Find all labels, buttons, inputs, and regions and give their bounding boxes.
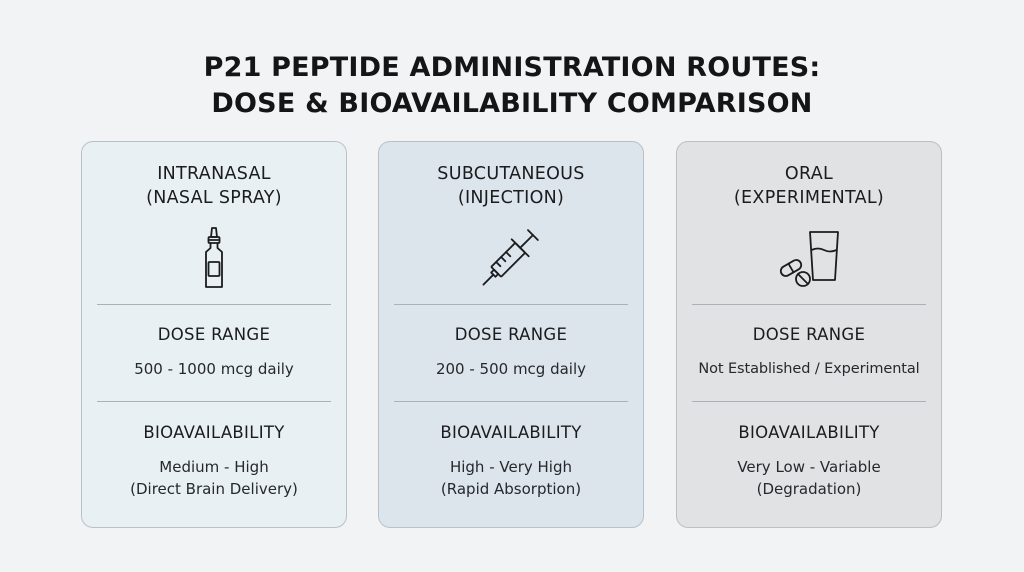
dose-range-label: DOSE RANGE <box>157 325 271 344</box>
dose-range-value: Not Established / Experimental <box>698 361 920 377</box>
divider <box>97 401 331 402</box>
bioavailability-value-line-1: Very Low - Variable <box>737 458 881 476</box>
divider <box>692 304 926 305</box>
bioavailability-value-line-2: (Rapid Absorption) <box>440 480 582 498</box>
bioavailability-value-line-1: High - Very High <box>449 458 573 476</box>
bioavailability-label: BIOAVAILABILITY <box>440 423 582 442</box>
title-line-2: DOSE & BIOAVAILABILITY COMPARISON <box>211 88 813 119</box>
page-title: P21 PEPTIDE ADMINISTRATION ROUTES: DOSE … <box>0 50 1024 122</box>
nasal-spray-icon <box>169 222 259 292</box>
route-name-line-2: (NASAL SPRAY) <box>146 188 282 208</box>
route-name: INTRANASAL (NASAL SPRAY) <box>82 162 346 210</box>
bioavailability-value: Medium - High (Direct Brain Delivery) <box>82 456 346 500</box>
bioavailability-value-line-1: Medium - High <box>159 458 269 476</box>
dose-range-label: DOSE RANGE <box>752 325 866 344</box>
divider <box>394 304 628 305</box>
dose-range-value: 200 - 500 mcg daily <box>435 360 587 378</box>
dose-range-value: 500 - 1000 mcg daily <box>134 360 294 378</box>
route-card-oral: ORAL (EXPERIMENTAL) DOSE RANGE Not Estab… <box>676 141 942 528</box>
divider <box>394 401 628 402</box>
bioavailability-value-line-2: (Direct Brain Delivery) <box>130 480 298 498</box>
bioavailability-value: Very Low - Variable (Degradation) <box>677 456 941 500</box>
route-card-intranasal: INTRANASAL (NASAL SPRAY) DOSE RANGE 500 … <box>81 141 347 528</box>
route-name-line-2: (EXPERIMENTAL) <box>733 188 885 208</box>
route-name-line-1: INTRANASAL <box>157 164 271 184</box>
route-card-subcutaneous: SUBCUTANEOUS (INJECTION) DOSE RANGE 200 … <box>378 141 644 528</box>
dose-range-label: DOSE RANGE <box>454 325 568 344</box>
route-name: SUBCUTANEOUS (INJECTION) <box>379 162 643 210</box>
route-name-line-1: ORAL <box>784 164 834 184</box>
bioavailability-label: BIOAVAILABILITY <box>738 423 880 442</box>
title-line-1: P21 PEPTIDE ADMINISTRATION ROUTES: <box>203 52 821 83</box>
bioavailability-value-line-2: (Degradation) <box>756 480 862 498</box>
route-name: ORAL (EXPERIMENTAL) <box>677 162 941 210</box>
route-name-line-2: (INJECTION) <box>457 188 565 208</box>
pills-and-glass-icon <box>764 222 854 292</box>
syringe-icon <box>466 222 556 292</box>
bioavailability-value: High - Very High (Rapid Absorption) <box>379 456 643 500</box>
route-name-line-1: SUBCUTANEOUS <box>437 164 585 184</box>
divider <box>692 401 926 402</box>
bioavailability-label: BIOAVAILABILITY <box>143 423 285 442</box>
divider <box>97 304 331 305</box>
